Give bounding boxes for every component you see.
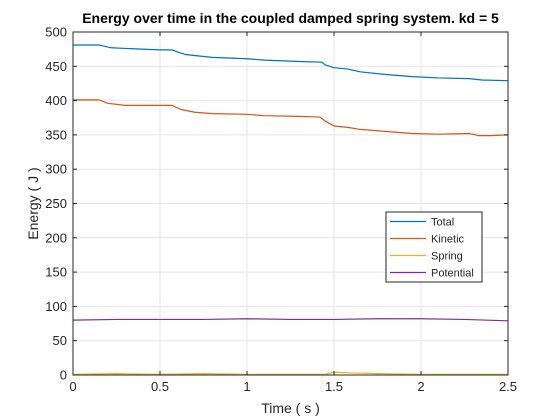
- y-tick-label: 250: [45, 196, 67, 211]
- legend-label-total: Total: [431, 217, 454, 229]
- legend-label-potential: Potential: [431, 268, 474, 280]
- legend-label-spring: Spring: [431, 251, 463, 263]
- legend: Total Kinetic Spring Potential: [385, 211, 483, 283]
- series-line-total: [73, 44, 509, 82]
- x-tick-label: 0: [69, 379, 76, 394]
- x-tick-label: 0.5: [151, 379, 169, 394]
- chart-title: Energy over time in the coupled damped s…: [82, 10, 499, 26]
- y-tick-label: 50: [53, 333, 67, 348]
- y-tick-label: 400: [45, 93, 67, 108]
- y-tick-label: 350: [45, 127, 67, 142]
- y-tick-label: 500: [45, 25, 67, 40]
- series-line-potential: [72, 318, 509, 322]
- y-tick-label: 450: [45, 59, 67, 74]
- legend-label-kinetic: Kinetic: [431, 234, 465, 246]
- x-tick-label: 1: [243, 379, 250, 394]
- y-axis-label: Energy ( J ): [25, 167, 41, 239]
- y-tick-label: 100: [45, 299, 67, 314]
- y-tick-label: 300: [45, 162, 67, 177]
- y-tick-label: 200: [45, 230, 67, 245]
- x-tick-label: 2.5: [499, 379, 517, 394]
- axis-ticks: 0 0.5 1 1.5 2 2.5 0 50 100 150 200 250 300 350 400 450 5…: [45, 25, 517, 395]
- x-axis-label: Time ( s ): [261, 400, 320, 416]
- x-tick-label: 1.5: [325, 379, 343, 394]
- x-tick-label: 2: [417, 379, 424, 394]
- y-tick-label: 0: [60, 368, 67, 383]
- legend-box: [385, 211, 483, 283]
- y-tick-label: 150: [45, 265, 67, 280]
- series-line-kinetic: [73, 99, 509, 137]
